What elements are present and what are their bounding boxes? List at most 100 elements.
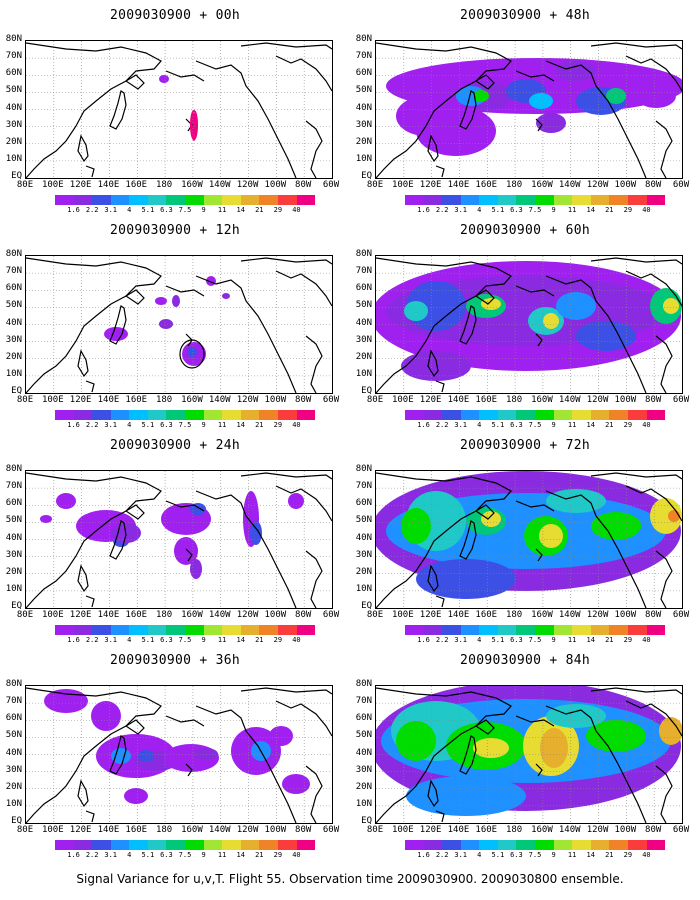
colorbar-swatch xyxy=(73,625,93,635)
colorbar-label: 2.2 xyxy=(435,851,449,859)
colorbar-label: 21 xyxy=(605,851,614,859)
colorbar-swatch xyxy=(460,195,480,205)
latitude-label: 20N xyxy=(355,351,372,362)
colorbar-label: 21 xyxy=(605,206,614,214)
colorbar-swatch xyxy=(460,410,480,420)
coastline xyxy=(545,60,647,178)
colorbar-swatch xyxy=(277,840,297,850)
colorbar-swatch xyxy=(147,410,167,420)
colorbar-label: 4 xyxy=(477,206,482,214)
coastline xyxy=(474,719,495,735)
coastline xyxy=(165,500,205,512)
colorbar-swatch xyxy=(516,840,536,850)
colorbar-label: 21 xyxy=(255,421,264,429)
latitude-label: 30N xyxy=(355,549,372,560)
variance-contour xyxy=(536,113,566,133)
coastline xyxy=(545,275,647,393)
longitude-label: 120E xyxy=(419,610,442,620)
colorbar-label: 7.5 xyxy=(528,421,542,429)
map-plot xyxy=(26,471,332,608)
longitude-label: 80E xyxy=(366,610,384,620)
colorbar-swatch xyxy=(259,195,278,205)
latitude-label: 40N xyxy=(355,747,372,758)
longitude-label: 180 xyxy=(155,180,173,190)
longitude-label: 60W xyxy=(322,610,340,620)
latitude-label: EQ xyxy=(11,386,22,396)
coastline xyxy=(535,333,543,347)
panel-title: 2009030900 + 24h xyxy=(109,438,241,453)
forecast-panel: 2009030900 + 36h 80N 70N 60N 50N 40N 30N 20N 10N… xyxy=(0,645,350,860)
coastline xyxy=(109,90,127,130)
latitude-label: 50N xyxy=(5,85,22,96)
longitude-label: 180 xyxy=(155,395,173,405)
variance-contour xyxy=(404,301,428,321)
colorbar-label: 6.3 xyxy=(510,206,523,214)
latitude-label: 70N xyxy=(355,266,372,277)
variance-contour xyxy=(187,347,197,357)
colorbar-swatch xyxy=(405,410,424,420)
colorbar-label: 7.5 xyxy=(528,636,542,644)
variance-contour xyxy=(576,321,636,351)
colorbar-label: 2.2 xyxy=(85,851,99,859)
latitude-label: 10N xyxy=(5,583,22,594)
colorbar-swatch xyxy=(442,195,461,205)
colorbar-labels: 1.6 2.2 3.1 4 5.1 6.3 7.5 9 11 14 21 29 40 xyxy=(55,636,315,646)
colorbar-swatch xyxy=(129,410,148,420)
colorbar-labels: 1.6 2.2 3.1 4 5.1 6.3 7.5 9 11 14 21 29 40 xyxy=(55,421,315,431)
latitude-label: 20N xyxy=(5,136,22,147)
colorbar-label: 5.1 xyxy=(141,206,155,214)
colorbar-label: 1.6 xyxy=(417,636,430,644)
colorbar-swatch xyxy=(553,410,573,420)
colorbar-label: 14 xyxy=(236,851,245,859)
colorbar-label: 40 xyxy=(292,206,301,214)
colorbar-swatch xyxy=(203,195,223,205)
colorbar-label: 5.1 xyxy=(491,206,505,214)
colorbar-swatch xyxy=(129,840,148,850)
longitude-label: 100E xyxy=(41,180,64,190)
forecast-panel: 2009030900 + 00h 80N 70N 60N 50N 40N 30N 20N 10N… xyxy=(0,0,350,215)
map-plot xyxy=(376,41,682,178)
map-frame xyxy=(25,685,333,824)
colorbar-swatch xyxy=(572,840,591,850)
map-frame xyxy=(375,255,683,394)
latitude-label: 50N xyxy=(355,85,372,96)
coastline xyxy=(474,504,495,520)
longitude-label: 60W xyxy=(322,825,340,835)
colorbar-swatch xyxy=(73,195,93,205)
longitude-label: 80E xyxy=(366,825,384,835)
colorbar-swatch xyxy=(423,625,443,635)
colorbar-swatch xyxy=(405,840,424,850)
colorbar-swatch xyxy=(553,840,573,850)
longitude-label: 100E xyxy=(391,180,414,190)
coastline xyxy=(474,74,495,90)
colorbar-swatch xyxy=(55,840,74,850)
colorbar-labels: 1.6 2.2 3.1 4 5.1 6.3 7.5 9 11 14 21 29 40 xyxy=(55,206,315,216)
colorbar-swatch xyxy=(73,410,93,420)
colorbar xyxy=(405,840,666,850)
coastline xyxy=(515,285,555,297)
colorbar-label: 4 xyxy=(477,636,482,644)
latitude-label: 70N xyxy=(355,696,372,707)
longitude-axis: 80E 100E 120E 140E 160E 180 160W 140W 120W 100W 80… xyxy=(0,180,350,192)
latitude-label: 40N xyxy=(5,532,22,543)
colorbar xyxy=(405,625,666,635)
colorbar-label: 2.2 xyxy=(85,206,99,214)
longitude-label: 100E xyxy=(41,825,64,835)
coastline xyxy=(109,305,127,345)
colorbar-label: 11 xyxy=(217,851,227,859)
coastline xyxy=(459,305,477,345)
longitude-label: 120E xyxy=(419,825,442,835)
longitude-label: 160E xyxy=(125,180,148,190)
latitude-label: 50N xyxy=(355,300,372,311)
coastline xyxy=(109,735,127,775)
colorbar-label: 21 xyxy=(605,421,614,429)
colorbar-label: 1.6 xyxy=(67,206,80,214)
coastline xyxy=(590,42,682,50)
longitude-label: 100E xyxy=(41,395,64,405)
latitude-label: 30N xyxy=(355,334,372,345)
longitude-label: 120W xyxy=(236,395,259,405)
latitude-label: 20N xyxy=(355,136,372,147)
longitude-label: 140W xyxy=(558,180,581,190)
colorbar-swatch xyxy=(296,625,316,635)
coastline xyxy=(535,548,543,562)
